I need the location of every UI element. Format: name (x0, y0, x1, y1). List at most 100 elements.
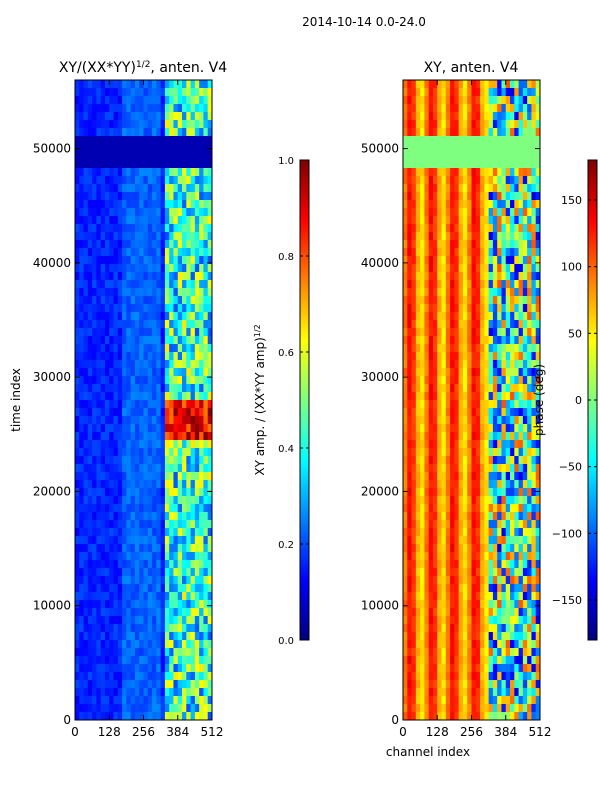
heatmap-cell (199, 536, 204, 545)
heatmap-cell (432, 464, 438, 473)
heatmap-cell (428, 96, 434, 105)
heatmap-cell (126, 456, 132, 465)
heatmap-cell (109, 448, 114, 457)
heatmap-cell (182, 608, 187, 617)
heatmap-cell (122, 320, 127, 329)
heatmap-cell (462, 320, 468, 329)
heatmap-cell (160, 208, 166, 217)
heatmap-cell (437, 200, 442, 209)
heatmap-cell (471, 600, 477, 609)
heatmap-cell (177, 352, 183, 361)
heatmap-cell (505, 512, 511, 521)
heatmap-cell (467, 168, 472, 177)
heatmap-cell (147, 240, 153, 249)
heatmap-cell (109, 624, 114, 633)
heatmap-cell (139, 232, 144, 241)
heatmap-cell (462, 136, 468, 145)
heatmap-cell (475, 608, 481, 617)
heatmap-cell (147, 576, 153, 585)
colorbar-tick-label: 0.8 (278, 252, 294, 263)
heatmap-cell (147, 440, 153, 449)
heatmap-cell (79, 520, 84, 529)
heatmap-cell (190, 528, 196, 537)
heatmap-cell (143, 120, 149, 129)
heatmap-cell (79, 104, 84, 113)
heatmap-cell (203, 624, 209, 633)
heatmap-cell (475, 648, 481, 657)
heatmap-cell (415, 232, 421, 241)
heatmap-cell (424, 576, 430, 585)
heatmap-cell (510, 344, 515, 353)
heatmap-cell (147, 336, 153, 345)
heatmap-cell (445, 640, 451, 649)
heatmap-cell (147, 224, 153, 233)
heatmap-cell (480, 304, 485, 313)
heatmap-cell (484, 504, 490, 513)
heatmap-cell (501, 440, 507, 449)
heatmap-cell (134, 640, 140, 649)
heatmap-cell (432, 136, 438, 145)
heatmap-cell (143, 512, 149, 521)
heatmap-cell (428, 168, 434, 177)
heatmap-cell (454, 144, 460, 153)
heatmap-cell (531, 200, 537, 209)
heatmap-cell (83, 216, 89, 225)
heatmap-cell (505, 472, 511, 481)
heatmap-cell (467, 408, 472, 417)
heatmap-cell (480, 544, 485, 553)
heatmap-cell (147, 608, 153, 617)
heatmap-cell (83, 584, 89, 593)
heatmap-cell (497, 96, 502, 105)
heatmap-cell (522, 224, 528, 233)
heatmap-cell (437, 576, 442, 585)
heatmap-cell (403, 432, 408, 441)
heatmap-cell (156, 328, 162, 337)
heatmap-cell (407, 408, 412, 417)
heatmap-cell (492, 376, 498, 385)
heatmap-cell (203, 664, 209, 673)
heatmap-cell (445, 504, 451, 513)
heatmap-cell (87, 640, 93, 649)
heatmap-cell (445, 120, 451, 129)
heatmap-cell (471, 288, 477, 297)
heatmap-cell (458, 112, 464, 121)
heatmap-cell (122, 616, 127, 625)
heatmap-cell (199, 344, 204, 353)
heatmap-cell (415, 360, 421, 369)
heatmap-cell (207, 576, 213, 585)
heatmap-cell (139, 688, 144, 697)
heatmap-cell (160, 664, 166, 673)
heatmap-cell (403, 480, 408, 489)
heatmap-cell (407, 560, 412, 569)
heatmap-cell (535, 592, 541, 601)
heatmap-cell (87, 704, 93, 713)
heatmap-cell (432, 344, 438, 353)
heatmap-cell (113, 312, 119, 321)
heatmap-cell (194, 328, 200, 337)
heatmap-cell (130, 712, 136, 721)
heatmap-cell (139, 592, 144, 601)
heatmap-cell (454, 416, 460, 425)
heatmap-cell (484, 368, 490, 377)
heatmap-cell (424, 592, 430, 601)
heatmap-cell (492, 624, 498, 633)
heatmap-cell (454, 88, 460, 97)
heatmap-cell (441, 600, 447, 609)
heatmap-cell (505, 520, 511, 529)
heatmap-cell (134, 88, 140, 97)
heatmap-cell (122, 496, 127, 505)
heatmap-cell (139, 352, 144, 361)
heatmap-cell (134, 168, 140, 177)
heatmap-cell (488, 272, 494, 281)
heatmap-cell (445, 656, 451, 665)
heatmap-cell (450, 376, 455, 385)
heatmap-cell (445, 616, 451, 625)
heatmap-cell (484, 400, 490, 409)
heatmap-cell (104, 296, 110, 305)
heatmap-cell (471, 344, 477, 353)
heatmap-cell (199, 448, 204, 457)
heatmap-cell (501, 232, 507, 241)
heatmap-cell (75, 448, 80, 457)
heatmap-cell (169, 256, 174, 265)
